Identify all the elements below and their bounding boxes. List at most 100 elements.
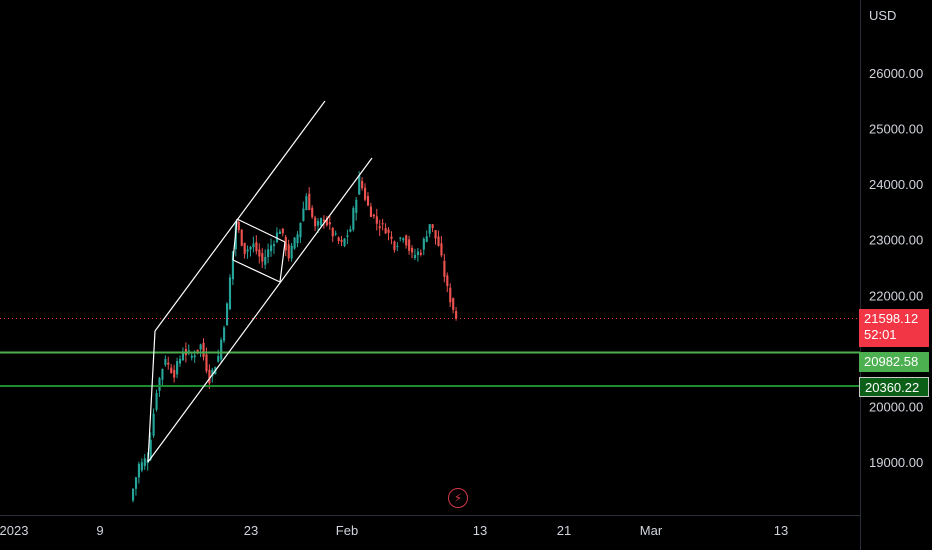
candle-body <box>170 367 173 374</box>
price-tick-label: 26000.00 <box>869 66 923 81</box>
candle-body <box>428 224 431 234</box>
candle-body <box>452 298 455 310</box>
candle-countdown: 52:01 <box>864 327 897 342</box>
channel-upper-line[interactable] <box>154 100 326 332</box>
candle-body <box>237 222 240 231</box>
candle-body <box>449 287 452 303</box>
flag-bottom-line[interactable] <box>232 259 281 283</box>
candle-body <box>387 229 390 233</box>
candle-body <box>149 439 152 460</box>
candle-body <box>384 228 387 234</box>
candle-body <box>152 413 155 436</box>
candle-body <box>223 327 226 341</box>
candle-body <box>281 228 284 234</box>
candle-body <box>378 226 381 229</box>
candle-body <box>434 230 437 239</box>
candle-body <box>343 238 346 247</box>
candle-body <box>405 235 408 246</box>
candle-body <box>416 251 420 255</box>
candle-body <box>196 349 199 352</box>
support-1-value: 20982.58 <box>864 354 919 369</box>
candle-body <box>258 249 261 257</box>
candle-body <box>208 369 211 384</box>
price-axis[interactable]: 26000.00 25000.00 24000.00 23000.00 22000.00… <box>869 66 923 470</box>
candle-body <box>399 237 402 239</box>
candle-body <box>278 231 281 234</box>
candle-body <box>220 339 223 360</box>
candle-body <box>164 359 167 365</box>
candle-body <box>431 224 434 229</box>
candle-body <box>349 229 352 232</box>
flag-drawing[interactable] <box>232 218 286 283</box>
candle-body <box>305 196 308 211</box>
candle-body <box>308 193 311 211</box>
time-tick-label: 13 <box>473 523 487 538</box>
candle-body <box>443 260 446 277</box>
time-axis[interactable]: 2023 9 23 Feb 13 21 Mar 13 <box>0 523 788 538</box>
flag-top-line[interactable] <box>236 218 286 243</box>
candle-body <box>369 206 373 217</box>
candle-body <box>358 175 361 195</box>
candle-body <box>181 353 185 361</box>
candle-body <box>381 223 384 225</box>
candle-body <box>296 234 299 244</box>
candle-body <box>340 239 343 243</box>
candle-body <box>284 236 287 251</box>
candle-body <box>355 199 358 213</box>
candle-body <box>228 277 232 310</box>
time-tick-label: Feb <box>336 523 358 538</box>
candle-body <box>328 222 331 225</box>
candle-body <box>249 246 252 250</box>
candle-body <box>240 229 243 246</box>
candle-body <box>346 235 349 237</box>
candle-body <box>366 196 370 206</box>
support-1-price-tag: 20982.58 <box>859 352 929 372</box>
candle-body <box>178 358 182 364</box>
candle-body <box>408 239 411 251</box>
channel-lower-line[interactable] <box>147 157 373 463</box>
candle-body <box>440 243 443 256</box>
candle-body <box>287 244 290 259</box>
price-tick-label: 22000.00 <box>869 288 923 303</box>
price-tick-label: 23000.00 <box>869 233 923 248</box>
lightning-bolt-icon[interactable]: ⚡ <box>448 488 468 508</box>
channel-drawing[interactable] <box>147 100 373 463</box>
candle-body <box>337 237 340 242</box>
candle-body <box>325 218 328 226</box>
candle-body <box>193 355 196 358</box>
candle-body <box>396 246 399 248</box>
price-tick-label: 19000.00 <box>869 455 923 470</box>
candle-body <box>364 187 367 200</box>
candle-body <box>317 221 320 226</box>
candle-body <box>231 251 234 280</box>
candle-body <box>252 243 255 248</box>
candle-body <box>311 207 314 218</box>
candle-body <box>264 256 267 265</box>
candle-body <box>132 488 135 501</box>
flag-left-line[interactable] <box>232 218 238 261</box>
candle-body <box>225 303 229 326</box>
candle-body <box>322 219 326 222</box>
candle-body <box>243 242 246 254</box>
candle-body <box>455 311 458 319</box>
candle-body <box>190 355 193 358</box>
candles-layer <box>132 171 458 503</box>
candle-body <box>155 393 158 410</box>
candle-body <box>375 216 378 224</box>
candle-body <box>137 463 141 478</box>
candle-body <box>261 253 264 262</box>
candle-body <box>372 214 375 217</box>
time-tick-label: 21 <box>557 523 571 538</box>
candle-body <box>202 342 205 357</box>
candle-body <box>446 275 449 287</box>
candle-body <box>143 458 146 467</box>
candle-body <box>299 222 302 238</box>
candle-body <box>275 232 279 243</box>
candle-body <box>334 233 337 235</box>
channel-start-line[interactable] <box>147 330 156 463</box>
candle-body <box>167 362 170 365</box>
flag-right-line[interactable] <box>279 241 286 283</box>
candle-body <box>314 217 317 227</box>
